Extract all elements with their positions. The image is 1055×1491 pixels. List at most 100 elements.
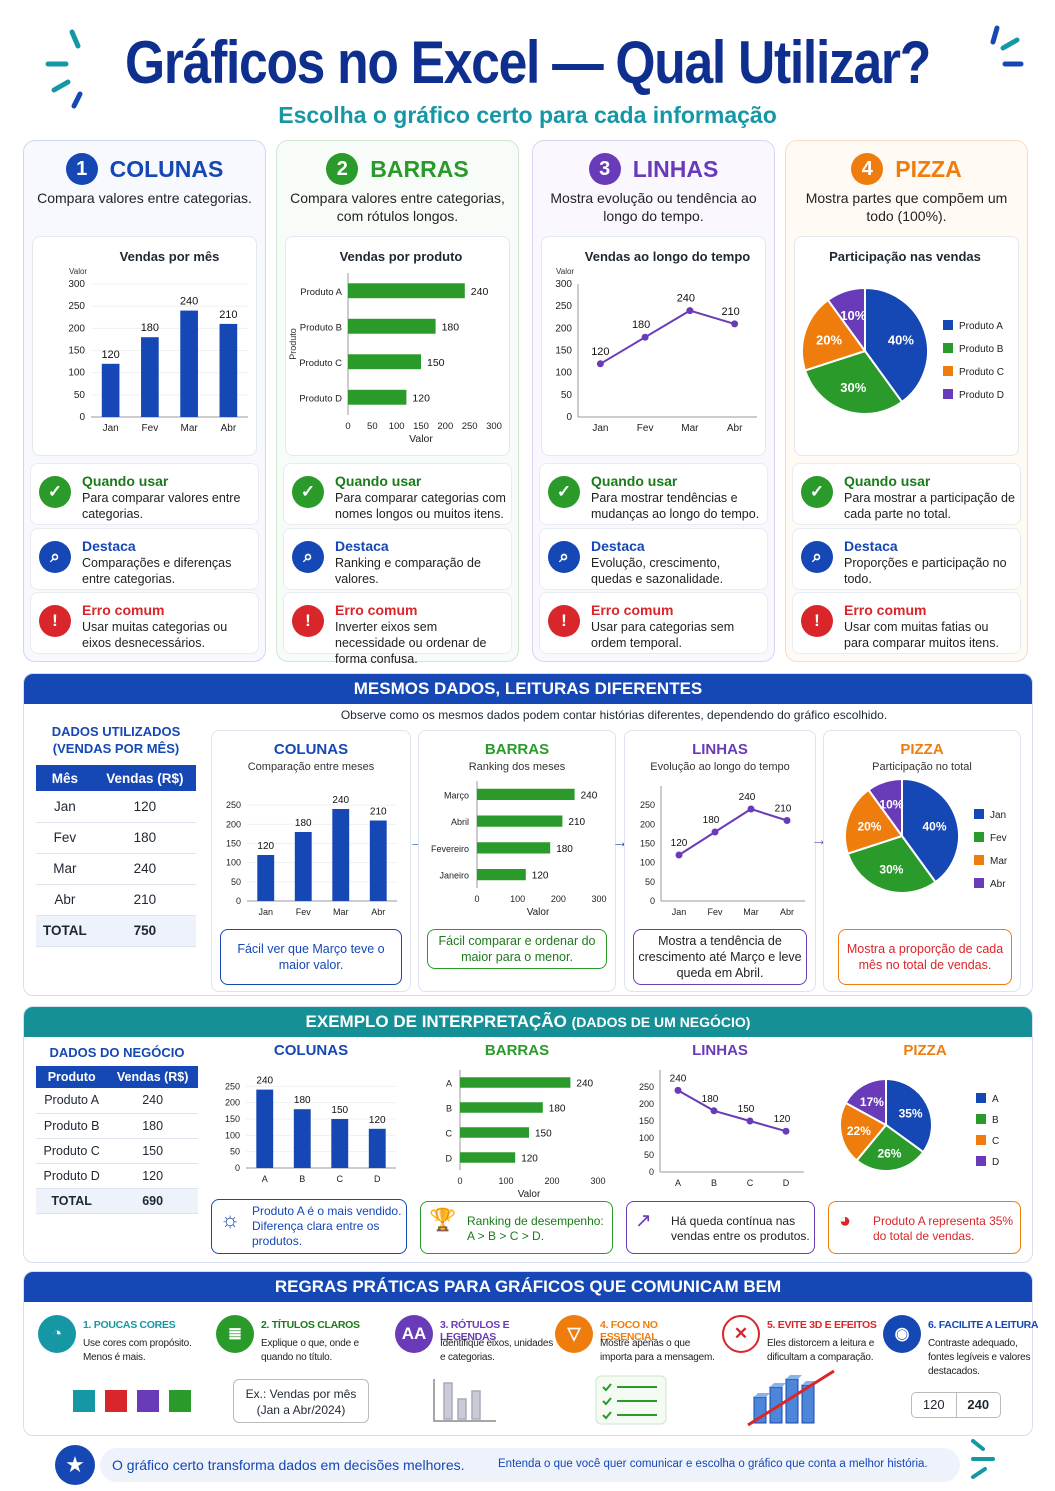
table-cell: Mar [36,853,94,885]
table-cell: 240 [107,1088,198,1114]
bar [180,310,198,417]
when-to-use: ✓ Quando usar Para mostrar a participação … [792,463,1021,525]
chart-outline-icon [433,1379,496,1422]
y-tick-label: 100 [225,1130,240,1140]
business-colunas: COLUNAS 0 50 100 150 200 250 240 A 180 B 150 C 120 D [211,1040,411,1190]
x-tick-label: 150 [413,421,429,432]
info-text: Para comparar categorias com nomes longo… [335,491,506,521]
chart-card: Participação nas vendas 40% Produto A 30% Pr… [794,236,1019,456]
table-cell: Produto B [36,1113,108,1139]
search-icon: ⌕ [801,541,833,573]
insight-text: Produto A representa 35% do total de ven… [873,1214,1014,1243]
rule-2: ≣ 2. TÍTULOS CLAROS Explique o que, onde… [206,1305,376,1425]
pie-slice [885,1077,933,1154]
y-axis-label: Valor [556,267,574,276]
insight-note: Fácil ver que Março teve o maior valor. [220,929,402,985]
check-icon: ✓ [39,476,71,508]
x-tick-label: 100 [510,894,525,904]
legend-label: Produto A [959,321,1003,332]
title-example: Ex.: Vendas por mês (Jan a Abr/2024) [233,1379,369,1423]
mini-title: COLUNAS [273,741,349,758]
footer-main: O gráfico certo transforma dados em deci… [112,1457,465,1473]
x-tick-label: 300 [590,1176,605,1186]
info-text: Para comparar valores entre categorias. [82,491,241,521]
legend-label: Mar [990,856,1008,867]
data-point [711,828,719,836]
pie-slice [801,298,867,372]
mini-subtitle: Participação no total [872,761,972,773]
legend-swatch [976,1114,986,1124]
table-cell: Jan [36,791,94,823]
data-label: 120 [591,346,609,358]
palette-icon: ◔ [38,1315,76,1353]
x-tick-label: Abr [371,907,385,917]
lightbulb-icon: ☼ [220,1207,241,1232]
data-label: 150 [535,1129,552,1140]
legend-swatch [974,832,984,842]
swatch [105,1390,127,1412]
mini-title: PIZZA [903,1042,947,1059]
when-to-use: ✓ Quando usar Para comparar valores entre … [30,463,259,525]
mini-card-barras: BARRAS Ranking dos meses 0 100 200 300 Valor… [418,730,616,992]
table-cell: 180 [93,822,196,854]
check-icon: ✓ [548,476,580,508]
pie-chart: 40% Jan 30% Fev 20% Mar 10% Abr [844,777,1008,894]
bar [477,869,526,881]
common-error: ! Erro comum Usar com muitas fatias ou par… [792,592,1021,654]
bar [331,1119,349,1168]
card-description: Mostra evolução ou tendência ao longo do… [550,190,757,224]
y-tick-label: 50 [561,390,573,401]
rule-heading: 6. FACILITE A LEITURA [928,1319,1039,1331]
mini-title: LINHAS [692,1042,748,1059]
bar [477,815,563,827]
x-tick-label: 0 [457,1176,462,1186]
data-point [710,1107,718,1115]
mini-card-linhas: LINHAS Evolução ao longo do tempo 0 50 100… [624,730,816,992]
pie-slice [826,286,866,355]
chart-card: Vendas por produto Produto 0 50 100 150 200 250… [285,236,510,456]
pie-slice [839,1101,888,1162]
y-tick-label: Janeiro [439,871,469,881]
table-cell: Produto D [36,1163,108,1189]
table-header: Produto [36,1066,108,1088]
burst-left-icon [45,29,83,109]
warning-icon: ! [39,605,71,637]
info-heading: Erro comum [844,602,927,618]
x-tick-label: Abr [780,907,794,917]
y-tick-label: 200 [640,819,655,829]
y-tick-label: 0 [566,412,572,423]
slice-label: 10% [840,308,866,323]
pie-icon: ◕ [839,1210,852,1232]
rule-4: ▽ 4. FOCO NO ESSENCIAL Mostre apenas o q… [545,1305,715,1425]
chart-card: Vendas por mês Valor 0 50 100 150 200 250 300 120… [32,236,257,456]
x-tick-label: 0 [474,894,479,904]
data-label: 120 [369,1115,386,1126]
table-cell: 150 [107,1138,198,1164]
y-tick-label: 100 [640,858,655,868]
data-label: 210 [370,807,387,818]
data-label: 180 [141,322,159,334]
y-tick-label: 300 [555,279,572,290]
info-text: Usar muitas categorias ou eixos desneces… [82,620,228,650]
column-card-colunas: 1 COLUNAS Compara valores entre categoria… [23,140,266,662]
chart-title: Vendas por produto [340,249,463,264]
mini-title: PIZZA [900,741,944,758]
rule-heading: 1. POUCAS CORES [83,1319,176,1331]
y-tick-label: 150 [68,346,85,357]
data-label: 180 [556,844,573,855]
pie-slice [867,777,903,840]
star-icon: ★ [55,1445,95,1485]
y-tick-label: 200 [639,1099,654,1109]
y-tick-label: 100 [639,1133,654,1143]
table-row: Produto B 180 [36,1113,198,1139]
x-tick-label: Fev [637,423,654,434]
info-heading: Destaca [82,538,136,554]
slice-label: 35% [899,1106,923,1120]
legend-swatch [976,1156,986,1166]
info-heading: Erro comum [591,602,674,618]
x-tick-label: 300 [591,894,606,904]
data-label: 240 [576,1079,593,1090]
highlights: ⌕ Destaca Comparações e diferenças entre c… [30,528,259,590]
chart-title: Vendas por mês [120,249,220,264]
insight-text: Ranking de desempenho: A > B > C > D. [467,1214,604,1243]
